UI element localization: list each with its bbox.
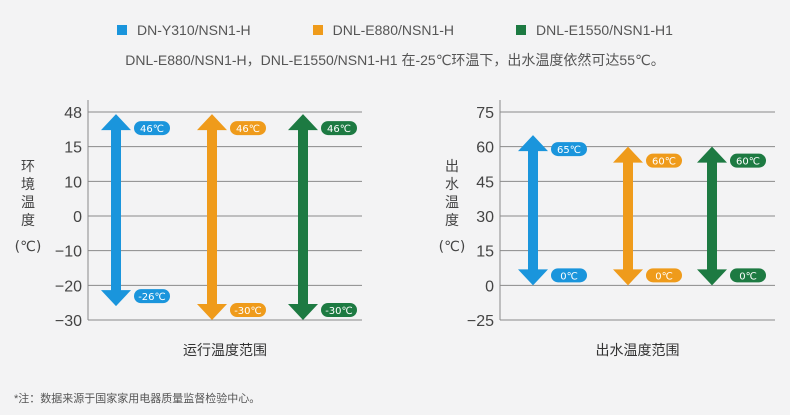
y-axis-label-char: 境 [21, 177, 35, 193]
x-axis-label: 出水温度范围 [596, 342, 680, 359]
y-tick-label: −30 [55, 313, 82, 330]
y-tick-label: 30 [476, 209, 494, 226]
legend-swatch [312, 25, 323, 35]
max-value-label-pill [321, 121, 357, 136]
y-axis-label-unit: (℃) [439, 239, 466, 255]
y-tick-label: 45 [476, 174, 494, 191]
min-value-label-pill [230, 303, 266, 317]
legend-item: DNL-E880/NSN1-H [312, 22, 454, 38]
y-tick-label: −25 [467, 313, 494, 330]
legend-label: DN-Y310/NSN1-H [137, 22, 251, 38]
range-arrow [197, 114, 227, 320]
footnote: *注：数据来源于国家家用电器质量监督检验中心。 [14, 393, 261, 405]
y-axis-label-char: 度 [445, 213, 459, 229]
y-tick-label: 48 [64, 105, 82, 122]
chart-subtitle: DNL-E880/NSN1-H，DNL-E1550/NSN1-H1 在-25℃环… [125, 52, 665, 68]
max-value-label-pill [230, 121, 266, 136]
y-tick-label: 0 [485, 278, 494, 295]
max-value-label-pill [646, 153, 682, 168]
y-axis-label-char: 环 [21, 159, 35, 175]
min-value-label: 0℃ [655, 271, 673, 282]
legend-item: DN-Y310/NSN1-H [117, 22, 251, 38]
min-value-label-pill [551, 268, 587, 283]
y-tick-label: −20 [55, 278, 82, 295]
y-tick-label: 15 [476, 244, 494, 261]
y-axis-label-unit: (℃) [15, 239, 42, 255]
min-value-label-pill [134, 289, 170, 304]
legend-label: DNL-E880/NSN1-H [332, 22, 454, 38]
y-tick-label: 15 [64, 140, 82, 157]
y-axis-label-char: 温 [445, 195, 459, 211]
max-value-label: 46℃ [236, 124, 260, 135]
min-value-label: -30℃ [325, 306, 353, 317]
y-tick-label: 0 [73, 209, 82, 226]
min-value-label-pill [646, 268, 682, 283]
y-tick-label: 75 [476, 105, 494, 122]
max-value-label: 46℃ [140, 124, 164, 135]
legend-label: DNL-E1550/NSN1-H1 [536, 22, 673, 38]
legend: DN-Y310/NSN1-H DNL-E880/NSN1-H DNL-E1550… [0, 22, 790, 38]
range-arrow [518, 135, 548, 286]
max-value-label: 65℃ [557, 145, 581, 156]
max-value-label-pill [730, 153, 766, 168]
max-value-label-pill [134, 121, 170, 136]
range-arrow [288, 114, 318, 320]
range-arrow [697, 146, 727, 286]
max-value-label: 46℃ [327, 124, 351, 135]
y-tick-label: 60 [476, 140, 494, 157]
x-axis-label: 运行温度范围 [183, 342, 267, 359]
max-value-label: 60℃ [736, 157, 760, 168]
min-value-label-pill [730, 268, 766, 283]
range-arrow [613, 146, 643, 286]
max-value-label-pill [551, 142, 587, 157]
range-arrow [101, 114, 131, 307]
max-value-label: 60℃ [652, 157, 676, 168]
y-axis-label-char: 度 [21, 213, 35, 229]
y-tick-label: 10 [64, 174, 82, 191]
min-value-label: -26℃ [138, 292, 166, 303]
min-value-label: -30℃ [234, 306, 262, 317]
y-axis-label-char: 温 [21, 195, 35, 211]
min-value-label: 0℃ [739, 271, 757, 282]
min-value-label: 0℃ [560, 271, 578, 282]
legend-swatch [516, 25, 526, 35]
y-tick-label: −10 [55, 244, 82, 261]
y-axis-label-char: 水 [445, 177, 459, 193]
min-value-label-pill [321, 303, 357, 317]
y-axis-label-char: 出 [445, 159, 459, 175]
legend-swatch [117, 25, 128, 35]
legend-item: DNL-E1550/NSN1-H1 [516, 22, 673, 38]
